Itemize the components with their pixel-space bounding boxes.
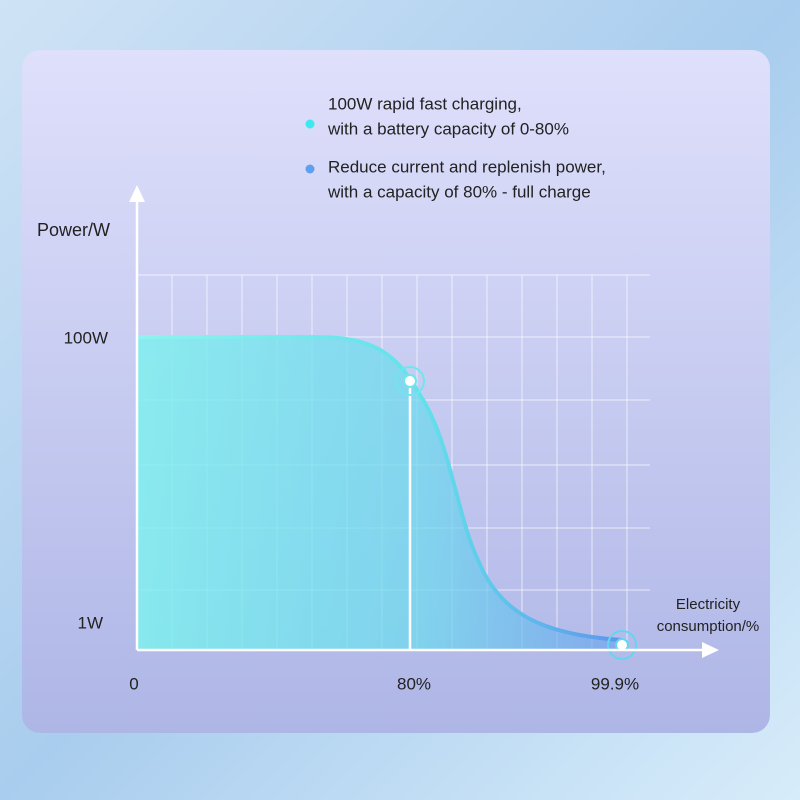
y-axis-title: Power/W [37,220,110,240]
legend-text: with a battery capacity of 0-80% [327,119,569,138]
legend-text: with a capacity of 80% - full charge [327,182,591,201]
x-axis-title: consumption/% [657,618,760,635]
legend-text: 100W rapid fast charging, [328,94,522,113]
legend-dot [305,119,315,129]
x-axis-title: Electricity [676,596,741,613]
curve-area [137,337,622,650]
y-label: 1W [78,613,104,632]
x-label: 80% [397,674,431,693]
x-label: 99.9% [591,674,639,693]
legend-text: Reduce current and replenish power, [328,157,606,176]
curve-line [137,335,623,642]
marker-ring [607,630,637,660]
x-axis-arrow [702,642,719,658]
marker-ring [395,366,425,396]
x-label: 0 [129,674,138,693]
marker-dot [403,374,417,388]
legend-dot [305,164,315,174]
y-axis-arrow [129,185,145,202]
y-label: 100W [64,328,108,347]
